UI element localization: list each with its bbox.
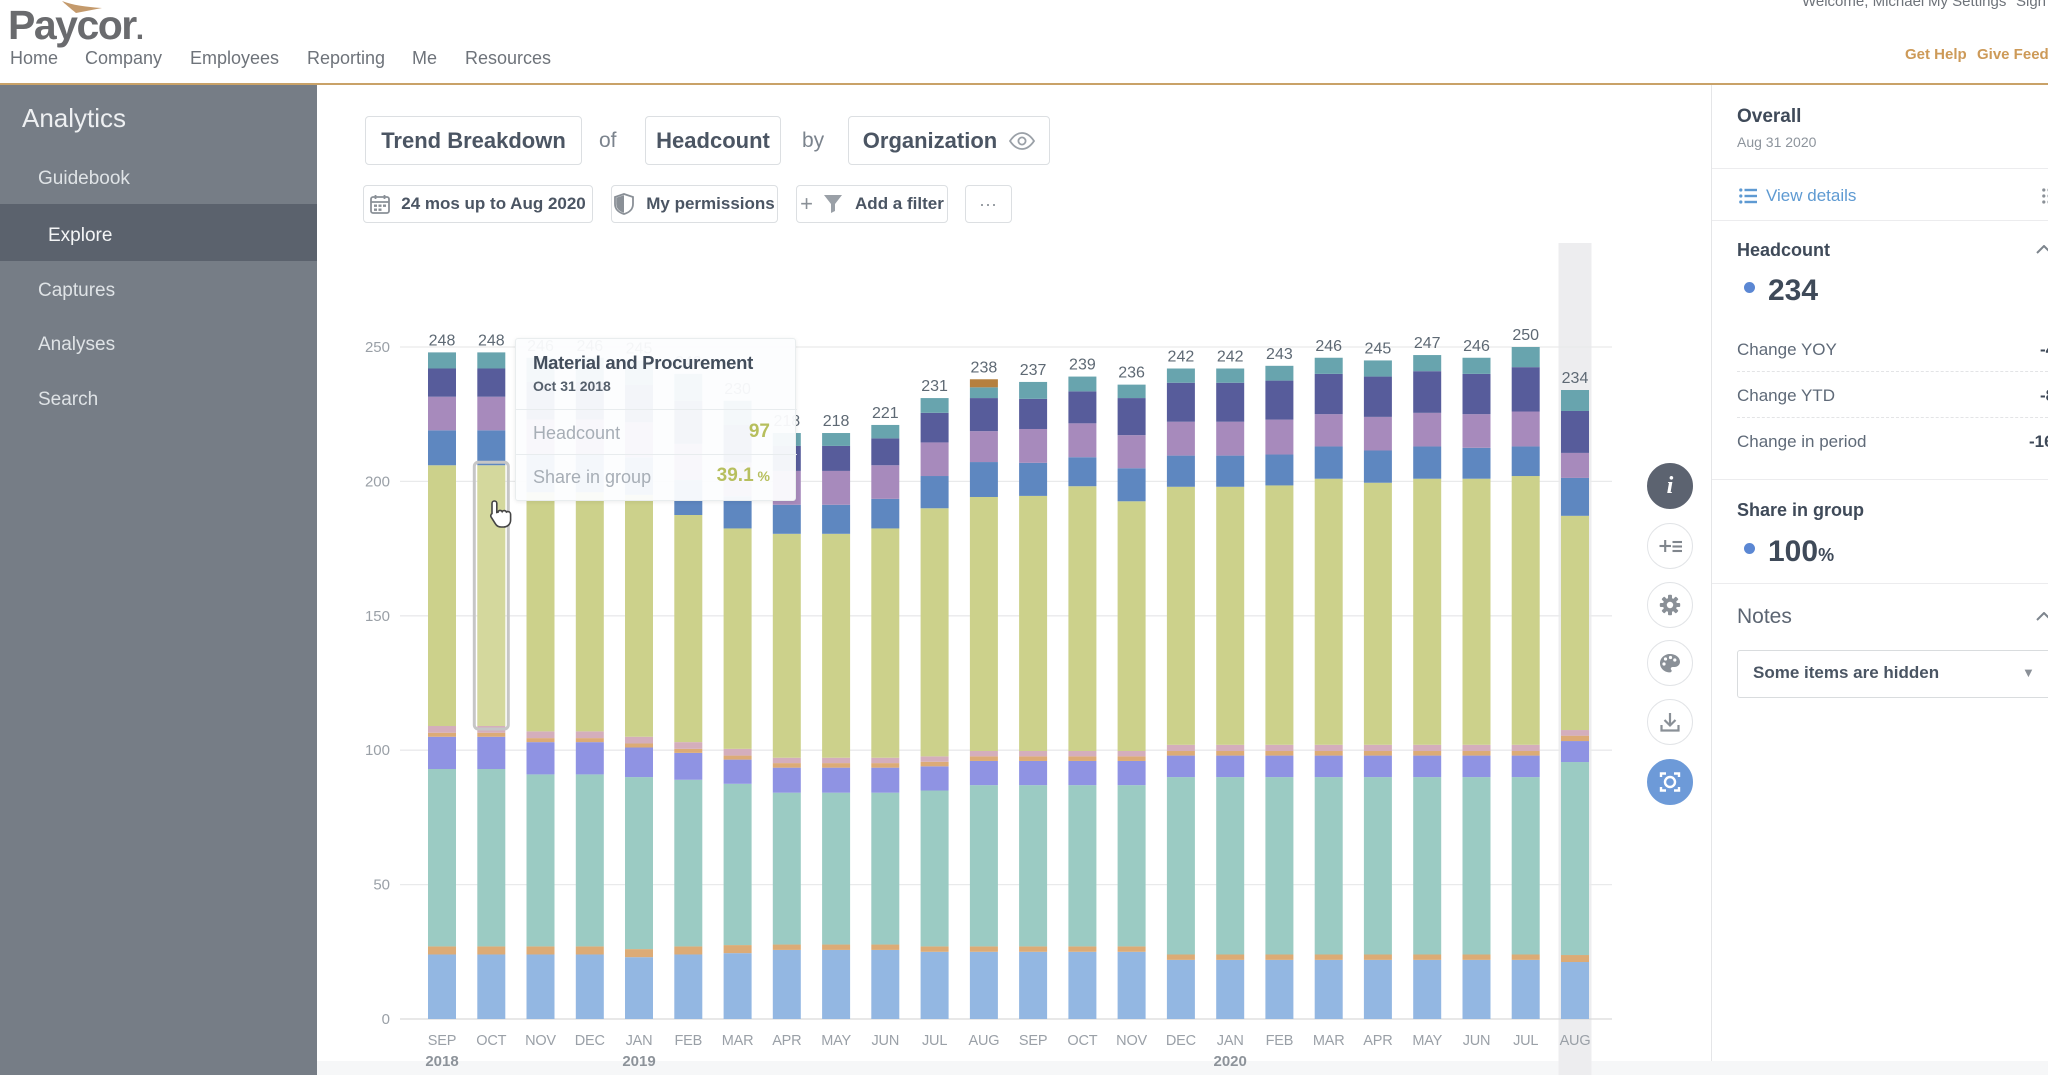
svg-text:231: 231: [921, 378, 948, 395]
svg-text:JUN: JUN: [872, 1033, 900, 1049]
svg-text:245: 245: [1365, 340, 1392, 357]
svg-text:SEP: SEP: [1019, 1033, 1047, 1049]
svg-text:247: 247: [1414, 335, 1441, 352]
svg-text:239: 239: [1069, 357, 1096, 374]
svg-text:DEC: DEC: [575, 1033, 605, 1049]
svg-text:2020: 2020: [1214, 1053, 1247, 1070]
svg-text:250: 250: [365, 339, 390, 356]
svg-text:DEC: DEC: [1166, 1033, 1196, 1049]
svg-text:0: 0: [382, 1011, 390, 1028]
svg-text:242: 242: [1217, 349, 1244, 366]
svg-text:2018: 2018: [425, 1053, 458, 1070]
svg-text:234: 234: [1562, 370, 1589, 387]
svg-text:246: 246: [1463, 338, 1490, 355]
svg-text:221: 221: [872, 405, 899, 422]
svg-text:SEP: SEP: [428, 1033, 456, 1049]
svg-text:50: 50: [373, 877, 390, 894]
svg-text:246: 246: [1315, 338, 1342, 355]
svg-text:APR: APR: [1363, 1033, 1392, 1049]
svg-text:200: 200: [365, 473, 390, 490]
svg-text:MAR: MAR: [722, 1033, 754, 1049]
svg-text:MAY: MAY: [821, 1033, 851, 1049]
svg-text:242: 242: [1168, 349, 1195, 366]
svg-text:2019: 2019: [622, 1053, 655, 1070]
svg-text:248: 248: [429, 332, 456, 349]
svg-text:AUG: AUG: [1560, 1033, 1591, 1049]
svg-text:NOV: NOV: [1116, 1033, 1147, 1049]
svg-text:MAR: MAR: [1313, 1033, 1345, 1049]
svg-text:APR: APR: [772, 1033, 801, 1049]
svg-text:237: 237: [1020, 362, 1047, 379]
svg-text:AUG: AUG: [968, 1033, 999, 1049]
svg-text:JAN: JAN: [626, 1033, 653, 1049]
svg-text:238: 238: [971, 359, 998, 376]
svg-text:NOV: NOV: [525, 1033, 556, 1049]
svg-text:JUL: JUL: [1513, 1033, 1538, 1049]
svg-text:150: 150: [365, 608, 390, 625]
svg-text:JUL: JUL: [922, 1033, 947, 1049]
svg-text:FEB: FEB: [1266, 1033, 1294, 1049]
svg-text:236: 236: [1118, 365, 1145, 382]
svg-text:243: 243: [1266, 346, 1293, 363]
svg-text:250: 250: [1512, 327, 1539, 344]
svg-text:218: 218: [823, 413, 850, 430]
svg-text:248: 248: [478, 332, 505, 349]
svg-text:JAN: JAN: [1217, 1033, 1244, 1049]
svg-text:OCT: OCT: [476, 1033, 506, 1049]
svg-text:OCT: OCT: [1067, 1033, 1097, 1049]
svg-text:MAY: MAY: [1412, 1033, 1442, 1049]
svg-text:FEB: FEB: [674, 1033, 702, 1049]
svg-text:100: 100: [365, 742, 390, 759]
svg-text:JUN: JUN: [1463, 1033, 1491, 1049]
